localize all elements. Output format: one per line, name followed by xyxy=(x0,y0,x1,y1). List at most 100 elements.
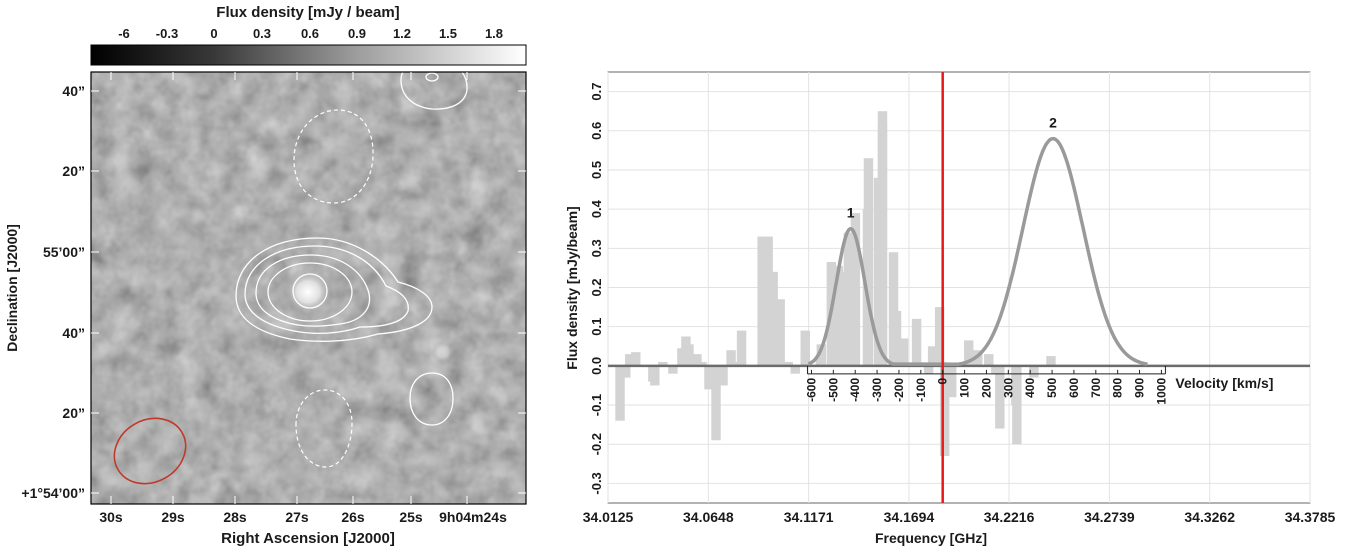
positive-contours xyxy=(235,72,468,426)
ra-tick-label: 29s xyxy=(161,509,185,525)
velocity-tick-label: 900 xyxy=(1133,378,1147,398)
negative-contours xyxy=(293,109,374,468)
velocity-tick-label: 1000 xyxy=(1154,378,1168,405)
velocity-tick-label: 300 xyxy=(1001,378,1015,398)
colorbar-title: Flux density [mJy / beam] xyxy=(216,4,399,21)
x-tick-label: 34.2739 xyxy=(1084,509,1135,525)
spectrum-bar xyxy=(783,361,793,366)
gaussian-fit-curve xyxy=(807,136,1149,367)
colorbar-tick: -6 xyxy=(118,26,130,41)
spectrum-bar xyxy=(718,365,728,386)
contour-level-2 xyxy=(244,245,409,334)
x-tick-labels: 34.0125 34.0648 34.1171 34.1694 34.2216 34.27… xyxy=(583,509,1336,525)
spectrum-bar xyxy=(763,236,773,366)
spectrum-bar xyxy=(726,350,736,366)
contour-level-1 xyxy=(235,237,433,342)
spectrum-bar xyxy=(768,271,778,366)
spectrum-bar xyxy=(891,311,902,366)
spectrum-bar xyxy=(736,330,747,366)
y-tick-labels: 0.7 0.6 0.5 0.4 0.3 0.2 0.1 0.0 -0.1 -0.2 -0.3 xyxy=(589,83,604,495)
contour-top-right-peak xyxy=(425,72,439,82)
velocity-tick-label: -600 xyxy=(804,378,818,402)
colorbar-tick: 0.3 xyxy=(253,26,271,41)
y-tick-label: -0.2 xyxy=(589,433,604,455)
y-tick-label: 0.7 xyxy=(589,83,604,101)
velocity-tick-label: 600 xyxy=(1067,378,1081,398)
ra-tick-label: 26s xyxy=(341,509,365,525)
ra-axis-title: Right Ascension [J2000] xyxy=(221,530,395,547)
colorbar-tick: 0 xyxy=(210,26,217,41)
velocity-tick-label: -200 xyxy=(892,378,906,402)
velocity-tick-label: 800 xyxy=(1111,378,1125,398)
velocity-tick-label: 100 xyxy=(958,378,972,398)
velocity-tick-label: -400 xyxy=(848,378,862,402)
spectrum-bar xyxy=(692,354,702,366)
x-tick-label: 34.1694 xyxy=(884,509,935,525)
velocity-tick-labels: -600 -500 -400 -300 -200 -100 0 100 200 300 400 500… xyxy=(804,365,1168,405)
spectrum-bar xyxy=(964,340,974,366)
spectrum-bar xyxy=(650,365,660,386)
spectrum-bar xyxy=(621,365,631,378)
spectrum-bar xyxy=(934,307,945,366)
spectrum-bar xyxy=(800,350,810,366)
velocity-axis-title: Velocity [km/s] xyxy=(1175,375,1273,391)
contour-secondary xyxy=(409,372,454,426)
spectrum-bar xyxy=(946,365,957,398)
y-tick-label: 0.6 xyxy=(589,122,604,140)
spectrum-bar xyxy=(995,365,1005,429)
spectrum-bar xyxy=(939,365,950,456)
ra-tick-label: 28s xyxy=(223,509,247,525)
spectrum-bar xyxy=(631,352,641,366)
spectrum-bar xyxy=(898,338,909,366)
spectrum-bar xyxy=(850,213,861,366)
spectrum-bar xyxy=(893,342,904,366)
ra-tick-label: 27s xyxy=(285,509,309,525)
spectrum-bar xyxy=(927,346,938,366)
y-tick-label: -0.1 xyxy=(589,394,604,416)
y-tick-label: 0.1 xyxy=(589,318,604,336)
beam-ellipse xyxy=(113,417,187,485)
x-tick-label: 34.2216 xyxy=(984,509,1035,525)
spectrum-bar xyxy=(658,361,668,366)
negative-contour-top xyxy=(293,109,374,204)
spectrum-bar xyxy=(1029,365,1039,370)
faint-source xyxy=(431,340,455,364)
dec-tick-label: +1°54’00” xyxy=(21,485,85,501)
dec-tick-label: 20” xyxy=(62,163,85,179)
spectrum-bars xyxy=(615,111,1056,456)
x-tick-label: 34.3785 xyxy=(1285,509,1336,525)
sky-image-panel: Flux density [mJy / beam] -6 -0.3 0 0.3 … xyxy=(4,4,527,547)
spectrum-bar xyxy=(790,365,800,374)
gaussian-peak-label: 2 xyxy=(1049,115,1057,131)
y-axis-title: Flux density [mJy/beam] xyxy=(564,206,580,369)
spectrum-bar xyxy=(1011,365,1021,406)
spectrum-bar xyxy=(697,361,707,366)
spectrum-bar xyxy=(888,252,899,366)
sky-image xyxy=(91,72,526,504)
image-frame xyxy=(90,71,527,505)
ra-tick-label: 9h04m24s xyxy=(439,509,507,525)
velocity-tick-label: 200 xyxy=(979,378,993,398)
colorbar-tick: 1.8 xyxy=(485,26,503,41)
y-tick-label: -0.3 xyxy=(589,472,604,494)
y-tick-label: 0.5 xyxy=(589,161,604,179)
dec-tick-label: 40” xyxy=(62,83,85,99)
dec-tick-labels: 40” 20” 55’00” 40” 20” +1°54’00” xyxy=(21,83,85,501)
spectrum-bar xyxy=(911,318,922,366)
chart-grid xyxy=(607,71,1311,504)
x-axis-title: Frequency [GHz] xyxy=(875,530,987,546)
contour-level-3 xyxy=(255,254,371,327)
velocity-tick-label: -300 xyxy=(870,378,884,402)
velocity-tick-label: -500 xyxy=(826,378,840,402)
y-tick-label: 0.0 xyxy=(589,357,604,375)
colorbar-tick: 0.6 xyxy=(301,26,319,41)
dec-axis-title: Declination [J2000] xyxy=(4,224,20,352)
gaussian-fits xyxy=(608,72,1310,503)
image-frame-ticks xyxy=(91,72,526,504)
y-tick-label: 0.4 xyxy=(589,199,604,218)
dec-tick-label: 40” xyxy=(62,325,85,341)
gaussian-peak-label: 1 xyxy=(847,205,855,221)
spectrum-bar xyxy=(800,330,810,366)
spectrum-bar xyxy=(863,158,874,366)
